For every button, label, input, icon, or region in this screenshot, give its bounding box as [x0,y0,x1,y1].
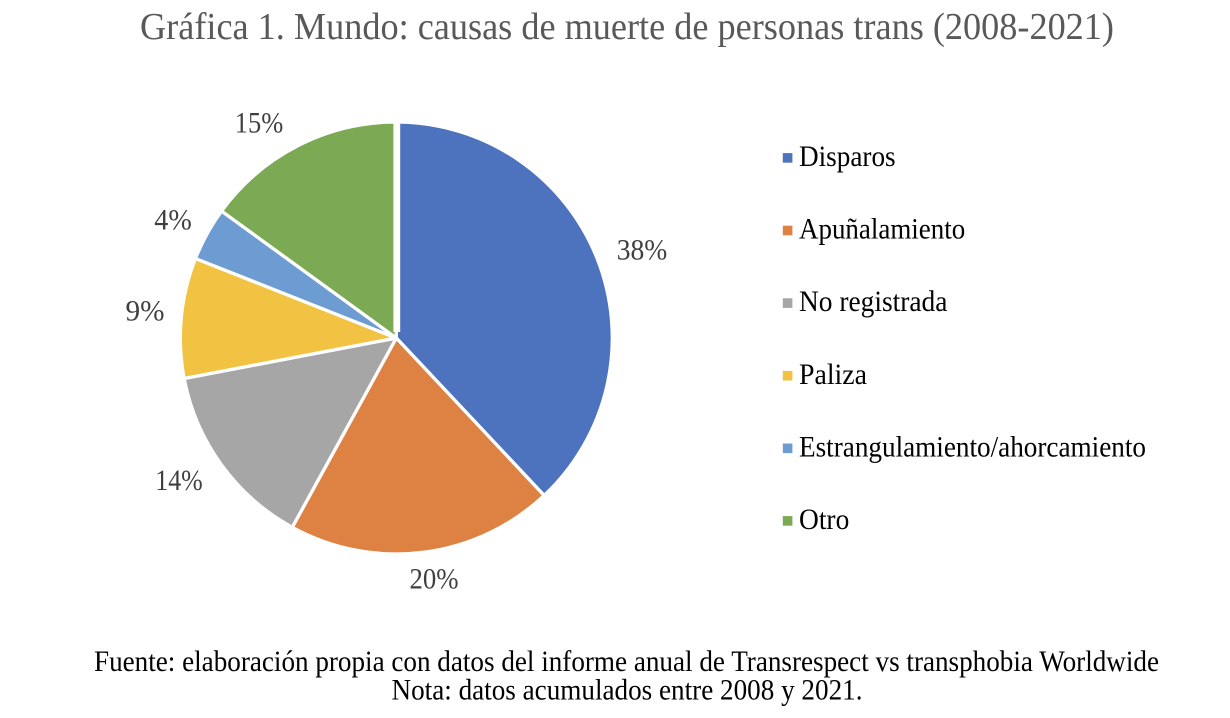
svg-text:15%: 15% [235,107,284,140]
svg-text:4%: 4% [154,204,192,237]
svg-text:Apuñalamiento: Apuñalamiento [799,213,965,246]
svg-text:Disparos: Disparos [799,140,896,173]
svg-text:9%: 9% [126,295,165,328]
svg-text:Estrangulamiento/ahorcamiento: Estrangulamiento/ahorcamiento [799,430,1146,463]
svg-text:Gráfica 1. Mundo: causas de mu: Gráfica 1. Mundo: causas de muerte de pe… [140,6,1114,48]
svg-text:No registrada: No registrada [799,285,947,318]
svg-text:Otro: Otro [799,503,849,536]
svg-text:Nota: datos acumulados entre 2: Nota: datos acumulados entre 2008 y 2021… [392,674,863,707]
svg-text:38%: 38% [617,234,668,267]
svg-text:14%: 14% [155,464,203,497]
svg-text:20%: 20% [409,563,458,596]
svg-text:Fuente: elaboración propia con: Fuente: elaboración propia con datos del… [94,645,1159,678]
svg-text:Paliza: Paliza [799,358,867,391]
